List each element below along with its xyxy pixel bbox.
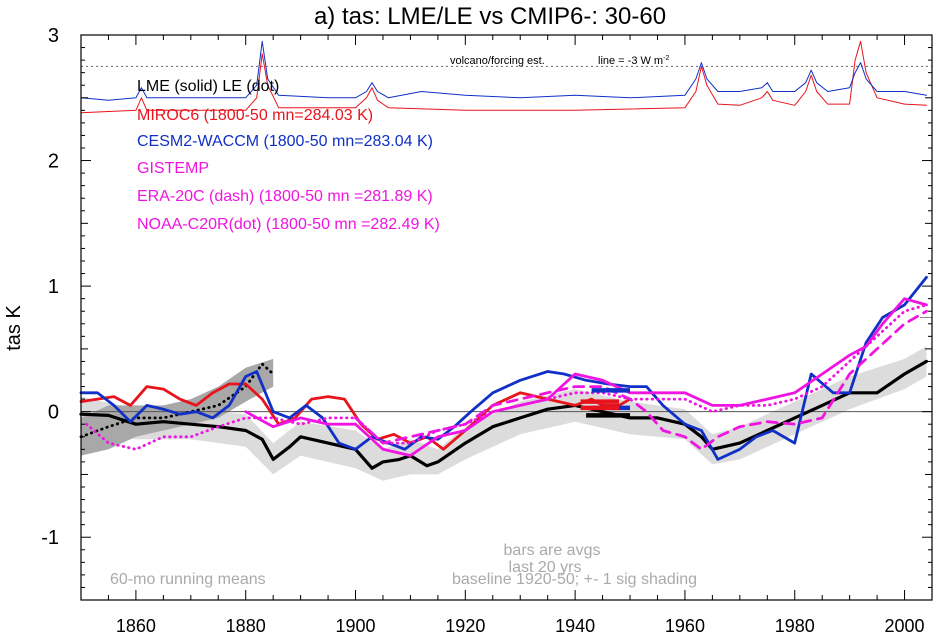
legend-miroc6: MIROC6 (1800-50 mn=284.03 K) <box>137 107 373 124</box>
series-miroc6 <box>79 382 632 451</box>
forcing-line-text: line = -3 W m <box>598 55 663 67</box>
axis-layer: 1860 1880 1900 1920 1940 1960 1980 2000 -1 0 1 2 3 <box>41 25 933 636</box>
x-tick-label: 1880 <box>226 616 266 636</box>
bars-annotation-2: last 20 yrs <box>509 559 582 576</box>
legend-lme: LME (solid) LE (dot) <box>137 78 279 95</box>
bars-layer <box>580 388 631 418</box>
legend: LME (solid) LE (dot) MIROC6 (1800-50 mn=… <box>137 78 440 233</box>
x-tick-label: 1860 <box>116 616 156 636</box>
series-era-20c <box>354 309 928 451</box>
legend-gistemp: GISTEMP <box>137 160 209 177</box>
baseline-annotation: baseline 1920-50; +- 1 sig shading <box>452 571 697 588</box>
shading-le-1-sig <box>81 358 274 456</box>
running-means-annotation: 60-mo running means <box>110 571 266 588</box>
legend-era20c: ERA-20C (dash) (1800-50 mn =281.89 K) <box>137 188 433 205</box>
series-layer <box>79 40 929 470</box>
y-tick-label: 1 <box>48 276 59 298</box>
x-tick-label: 1960 <box>665 616 705 636</box>
series-cesm2-waccm-forcing <box>80 40 927 101</box>
series-miroc6-forcing <box>80 40 927 114</box>
legend-cesm2-waccm: CESM2-WACCM (1800-50 mn=283.04 K) <box>137 133 433 150</box>
legend-noaa-c20r: NOAA-C20R(dot) (1800-50 mn =282.49 K) <box>137 216 440 233</box>
bars-annotation-1: bars are avgs <box>504 542 601 559</box>
series-noaa-c20r <box>85 303 928 451</box>
plot-frame <box>80 34 933 601</box>
shading-layer <box>81 346 927 481</box>
y-tick-label: 3 <box>48 25 59 47</box>
y-tick-label: 0 <box>48 402 59 424</box>
y-axis-label: tas K <box>3 305 25 351</box>
y-tick-label: 2 <box>48 151 59 173</box>
y-tick-label: -1 <box>41 527 59 549</box>
x-tick-label: 1940 <box>555 616 595 636</box>
x-tick-label: 2000 <box>885 616 925 636</box>
forcing-line-superscript: -2 <box>663 55 669 62</box>
series-lme <box>79 359 929 470</box>
forcing-line-annotation: line = -3 W m-2 <box>598 55 669 67</box>
series-cesm2-waccm <box>79 275 928 461</box>
chart-title: a) tas: LME/LE vs CMIP6-: 30-60 <box>314 3 666 30</box>
x-tick-label: 1900 <box>335 616 375 636</box>
x-tick-label: 1980 <box>775 616 815 636</box>
volcano-annotation: volcano/forcing est. <box>450 55 545 67</box>
x-tick-label: 1920 <box>445 616 485 636</box>
series-gistemp <box>244 297 928 457</box>
